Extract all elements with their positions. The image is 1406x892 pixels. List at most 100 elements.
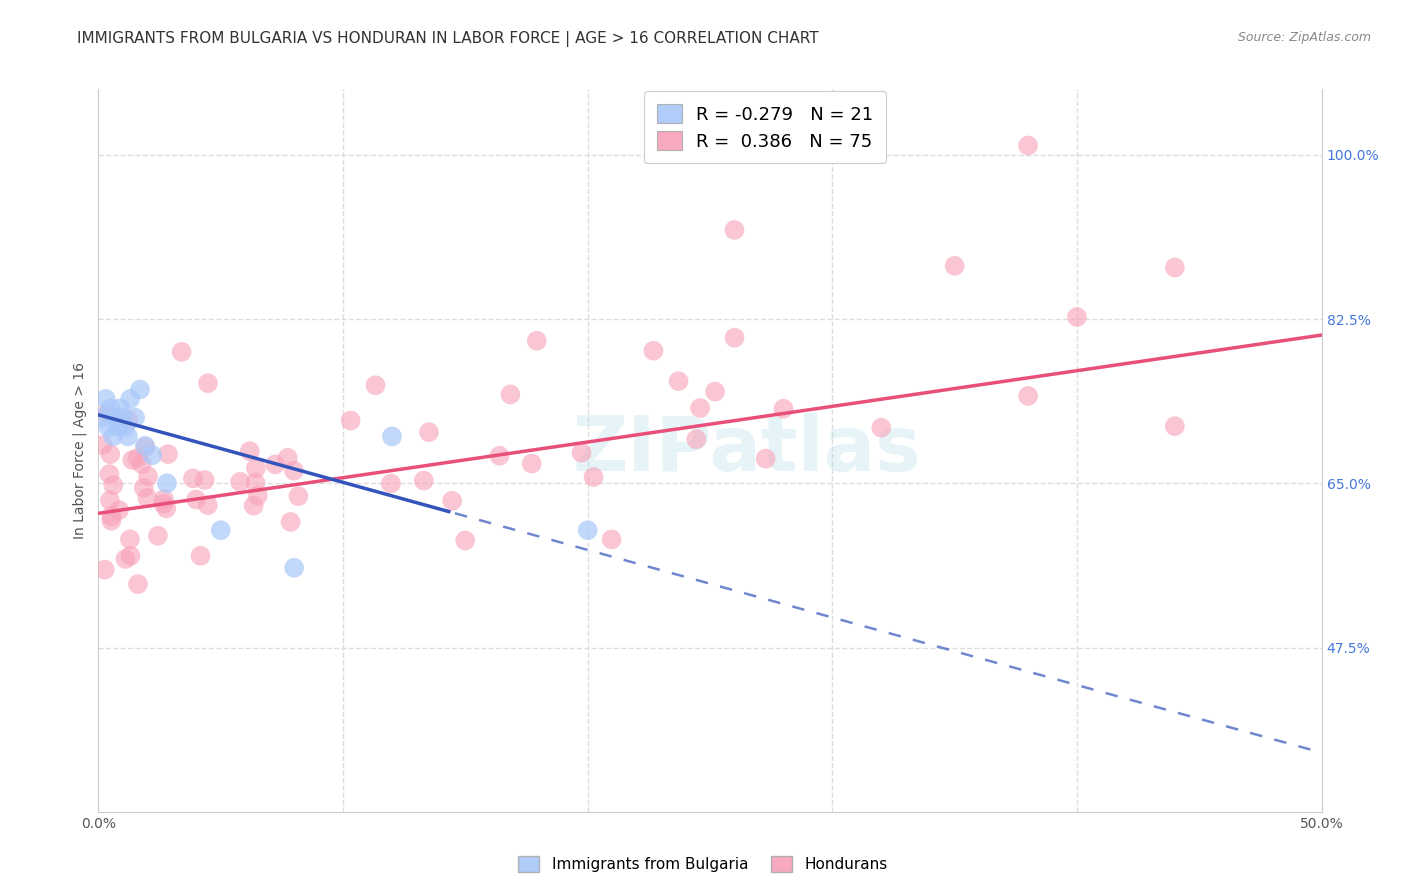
Point <box>101 429 124 443</box>
Point <box>283 560 305 574</box>
Point <box>277 450 299 465</box>
Point <box>134 439 156 453</box>
Legend: R = -0.279   N = 21, R =  0.386   N = 75: R = -0.279 N = 21, R = 0.386 N = 75 <box>644 91 886 163</box>
Point <box>600 533 623 547</box>
Y-axis label: In Labor Force | Age > 16: In Labor Force | Age > 16 <box>73 362 87 539</box>
Point <box>280 515 302 529</box>
Point <box>91 410 114 425</box>
Point <box>364 378 387 392</box>
Point <box>124 410 146 425</box>
Point <box>704 384 727 399</box>
Point <box>197 376 219 391</box>
Point <box>571 445 593 459</box>
Point <box>111 410 134 425</box>
Point <box>117 413 139 427</box>
Point <box>381 429 404 443</box>
Point <box>100 509 122 524</box>
Point <box>98 467 121 481</box>
Point <box>943 259 966 273</box>
Point <box>488 449 510 463</box>
Point <box>104 410 127 425</box>
Legend: Immigrants from Bulgaria, Hondurans: Immigrants from Bulgaria, Hondurans <box>510 848 896 880</box>
Point <box>186 492 208 507</box>
Point <box>157 447 180 461</box>
Point <box>685 432 707 446</box>
Point <box>97 420 120 434</box>
Point <box>870 420 893 434</box>
Point <box>110 401 132 416</box>
Point <box>499 387 522 401</box>
Point <box>229 475 252 489</box>
Point <box>1066 310 1088 324</box>
Point <box>94 392 117 406</box>
Point <box>190 549 212 563</box>
Point <box>339 413 361 427</box>
Point <box>98 493 121 508</box>
Point <box>96 407 118 421</box>
Point <box>134 440 156 454</box>
Point <box>156 476 179 491</box>
Point <box>197 498 219 512</box>
Point <box>100 514 122 528</box>
Point <box>755 451 778 466</box>
Text: ZIPatlas: ZIPatlas <box>572 414 921 487</box>
Point <box>132 481 155 495</box>
Point <box>526 334 548 348</box>
Point <box>170 344 193 359</box>
Point <box>1017 138 1039 153</box>
Point <box>239 444 262 458</box>
Point <box>114 552 136 566</box>
Point <box>668 374 690 388</box>
Point <box>582 470 605 484</box>
Point <box>129 383 152 397</box>
Point <box>689 401 711 415</box>
Point <box>246 489 269 503</box>
Point <box>1164 419 1187 434</box>
Point <box>152 497 174 511</box>
Point <box>120 392 142 406</box>
Point <box>245 461 267 475</box>
Point <box>118 533 141 547</box>
Point <box>136 469 159 483</box>
Point <box>93 563 115 577</box>
Point <box>155 501 177 516</box>
Point <box>418 425 440 439</box>
Point <box>643 343 665 358</box>
Point <box>120 549 142 563</box>
Point <box>723 223 745 237</box>
Point <box>1017 389 1039 403</box>
Point <box>107 420 129 434</box>
Point <box>194 473 217 487</box>
Point <box>141 448 163 462</box>
Point <box>98 447 121 461</box>
Point <box>100 401 122 416</box>
Point <box>136 491 159 505</box>
Point <box>454 533 477 548</box>
Point <box>181 471 204 485</box>
Point <box>153 492 176 507</box>
Text: Source: ZipAtlas.com: Source: ZipAtlas.com <box>1237 31 1371 45</box>
Point <box>772 401 794 416</box>
Point <box>723 331 745 345</box>
Point <box>103 478 125 492</box>
Point <box>287 489 309 503</box>
Point <box>91 438 114 452</box>
Point <box>576 523 599 537</box>
Point <box>127 577 149 591</box>
Point <box>117 429 139 443</box>
Point <box>264 458 287 472</box>
Point <box>283 464 305 478</box>
Point <box>146 529 169 543</box>
Point <box>209 523 232 537</box>
Point <box>108 503 131 517</box>
Point <box>127 450 149 465</box>
Point <box>114 420 136 434</box>
Point <box>412 474 434 488</box>
Point <box>1164 260 1187 275</box>
Point <box>441 493 464 508</box>
Text: IMMIGRANTS FROM BULGARIA VS HONDURAN IN LABOR FORCE | AGE > 16 CORRELATION CHART: IMMIGRANTS FROM BULGARIA VS HONDURAN IN … <box>77 31 818 47</box>
Point <box>245 475 267 490</box>
Point <box>121 453 143 467</box>
Point <box>242 499 264 513</box>
Point <box>380 476 402 491</box>
